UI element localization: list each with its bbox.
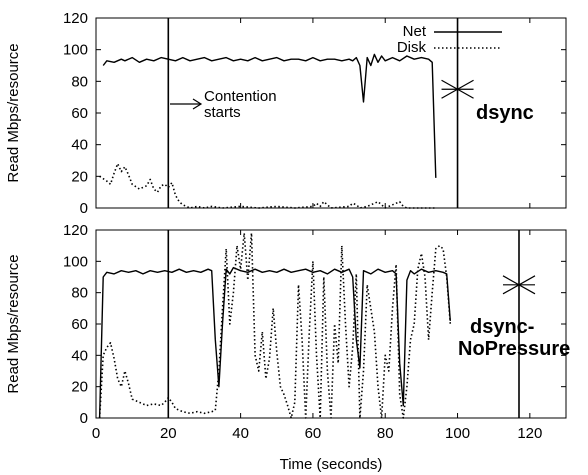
- y-tick-label: 40: [71, 137, 88, 154]
- vertical-lines: [167, 230, 520, 418]
- y-tick-label: 20: [71, 168, 88, 185]
- y-tick-label: 120: [63, 10, 88, 27]
- x-tick-label: 40: [232, 425, 249, 442]
- y-tick-label: 60: [71, 316, 88, 333]
- series-net-line: [98, 266, 451, 419]
- x-tick-label: 20: [160, 425, 177, 442]
- legend-disk-label: Disk: [397, 39, 427, 56]
- y-tick-label: 100: [63, 253, 88, 270]
- x-tick-label: 100: [445, 425, 470, 442]
- contention-arrowhead: [192, 98, 203, 110]
- series-group: [98, 232, 452, 419]
- marker-stroke: [502, 275, 536, 295]
- panel-dsync: 0 20 40 60 80 100 120 Read Mbps/resource Net D…: [5, 10, 567, 217]
- y-tick-label: 120: [63, 222, 88, 239]
- y-tick-label: 60: [71, 105, 88, 122]
- y-tick-labels: 0 20 40 60 80 100 120: [63, 10, 566, 217]
- x-tick-label: 80: [377, 425, 394, 442]
- panel-label-line2: NoPressure: [458, 338, 570, 360]
- y-tick-label: 40: [71, 347, 88, 364]
- x-tick-label: 120: [517, 425, 542, 442]
- y-tick-label: 100: [63, 42, 88, 59]
- y-tick-label: 80: [71, 285, 88, 302]
- y-tick-labels: 0 20 40 60 80 100 120: [63, 222, 566, 427]
- legend: Net Disk: [397, 23, 502, 56]
- vertical-lines: [167, 18, 459, 208]
- y-axis-label: Read Mbps/resource: [5, 43, 22, 182]
- marker-stroke: [441, 79, 474, 99]
- legend-net-label: Net: [403, 23, 427, 40]
- contention-label-line2: starts: [204, 104, 241, 121]
- panel-label-dsync: dsync: [476, 102, 534, 124]
- panel-dsync-nopressure: 0 20 40 60 80 100 120 0 20 40 60 80 100 120 Read Mbp…: [5, 222, 570, 473]
- series-net-line: [102, 53, 437, 178]
- star-marker: [502, 275, 536, 295]
- contention-label-line1: Contention: [204, 88, 277, 105]
- x-axis-label: Time (seconds): [280, 456, 383, 473]
- x-tick-labels: 0 20 40 60 80 100 120: [92, 230, 542, 442]
- series-disk-line: [98, 232, 452, 419]
- star-marker: [441, 79, 474, 99]
- contention-annotation: Contention starts: [170, 88, 277, 121]
- x-tick-label: 0: [92, 425, 100, 442]
- y-axis-label: Read Mbps/resource: [5, 254, 22, 393]
- y-tick-label: 20: [71, 379, 88, 396]
- panel-label-line1: dsync-: [470, 316, 534, 338]
- y-tick-label: 0: [80, 410, 88, 427]
- x-tick-labels: [95, 18, 531, 208]
- y-tick-label: 0: [80, 200, 88, 217]
- y-tick-label: 80: [71, 73, 88, 90]
- series-group: [99, 53, 437, 209]
- series-disk-line: [99, 162, 436, 209]
- x-tick-label: 60: [305, 425, 322, 442]
